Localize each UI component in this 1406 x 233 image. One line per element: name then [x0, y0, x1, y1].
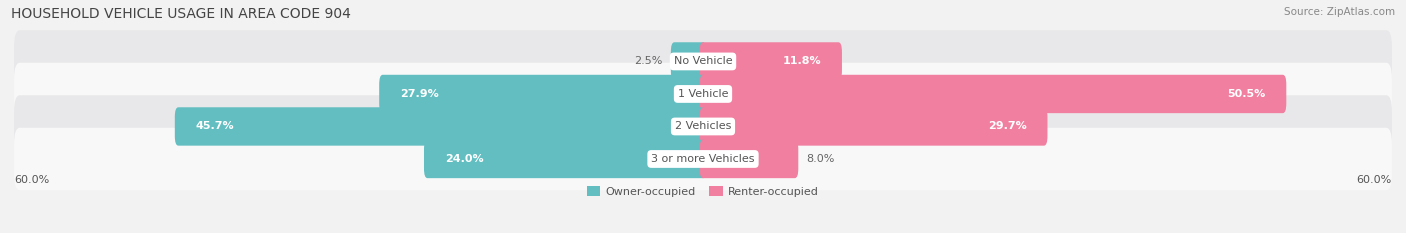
FancyBboxPatch shape [700, 75, 1286, 113]
Text: 11.8%: 11.8% [783, 56, 821, 66]
Text: 50.5%: 50.5% [1227, 89, 1265, 99]
Text: 2.5%: 2.5% [634, 56, 662, 66]
Text: 1 Vehicle: 1 Vehicle [678, 89, 728, 99]
Text: 27.9%: 27.9% [399, 89, 439, 99]
FancyBboxPatch shape [14, 63, 1392, 125]
FancyBboxPatch shape [14, 30, 1392, 93]
FancyBboxPatch shape [174, 107, 706, 146]
Legend: Owner-occupied, Renter-occupied: Owner-occupied, Renter-occupied [582, 182, 824, 201]
Text: 60.0%: 60.0% [14, 175, 49, 185]
Text: 45.7%: 45.7% [195, 121, 235, 131]
FancyBboxPatch shape [425, 140, 706, 178]
FancyBboxPatch shape [14, 95, 1392, 158]
FancyBboxPatch shape [380, 75, 706, 113]
Text: HOUSEHOLD VEHICLE USAGE IN AREA CODE 904: HOUSEHOLD VEHICLE USAGE IN AREA CODE 904 [11, 7, 352, 21]
FancyBboxPatch shape [700, 107, 1047, 146]
FancyBboxPatch shape [14, 128, 1392, 190]
Text: 29.7%: 29.7% [988, 121, 1026, 131]
Text: 60.0%: 60.0% [1357, 175, 1392, 185]
Text: 3 or more Vehicles: 3 or more Vehicles [651, 154, 755, 164]
Text: 8.0%: 8.0% [807, 154, 835, 164]
FancyBboxPatch shape [700, 140, 799, 178]
Text: 24.0%: 24.0% [444, 154, 484, 164]
Text: No Vehicle: No Vehicle [673, 56, 733, 66]
FancyBboxPatch shape [700, 42, 842, 81]
Text: Source: ZipAtlas.com: Source: ZipAtlas.com [1284, 7, 1395, 17]
FancyBboxPatch shape [671, 42, 706, 81]
Text: 2 Vehicles: 2 Vehicles [675, 121, 731, 131]
